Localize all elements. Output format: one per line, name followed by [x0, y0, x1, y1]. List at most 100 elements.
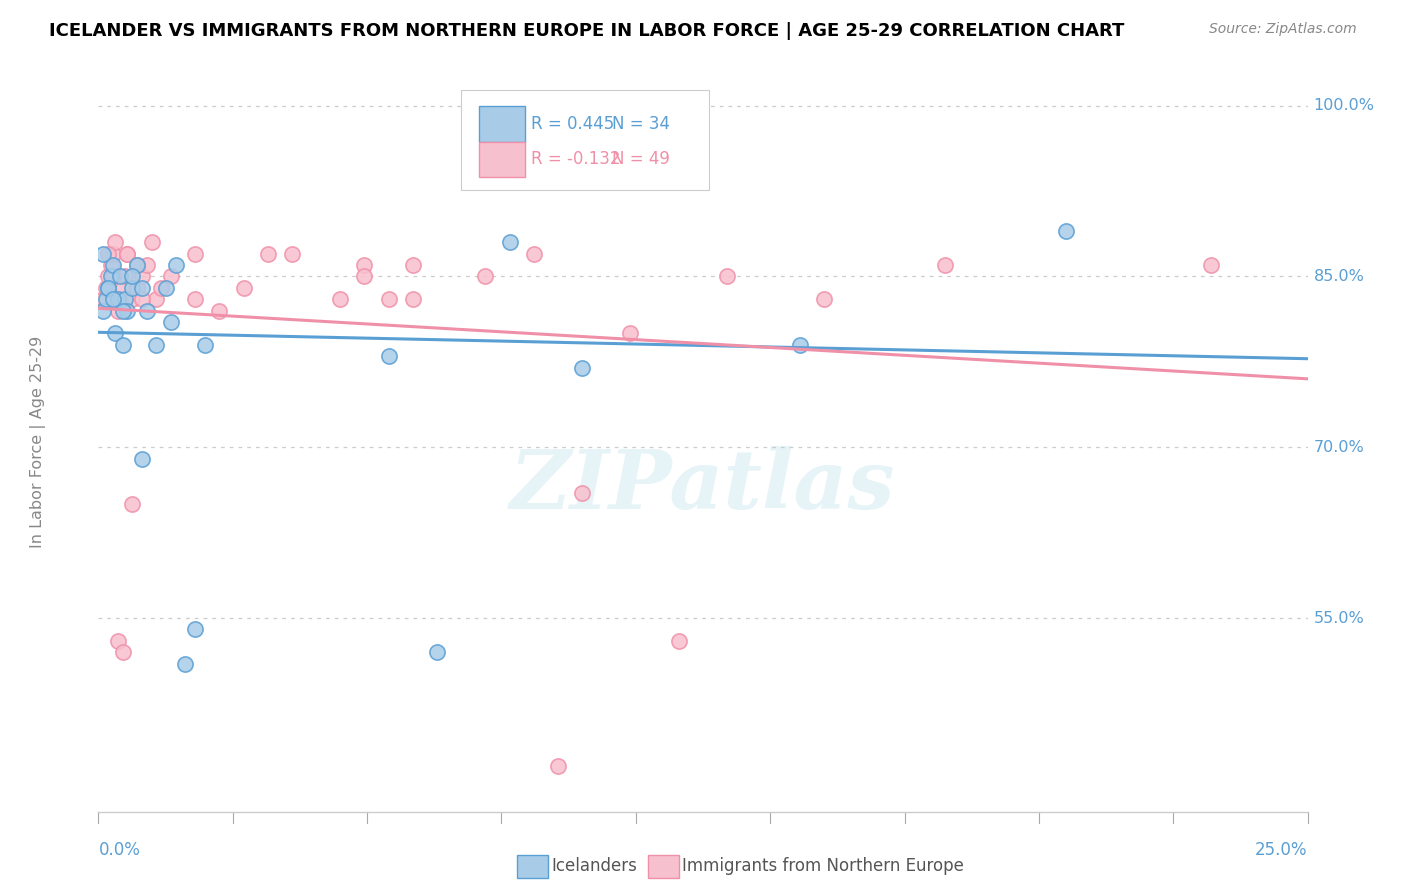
Text: 100.0%: 100.0%	[1313, 98, 1375, 113]
Point	[111, 281, 134, 295]
Point	[101, 258, 124, 272]
Text: R = -0.132: R = -0.132	[531, 151, 621, 169]
Text: Icelanders: Icelanders	[551, 857, 637, 875]
Point	[194, 337, 217, 351]
Point	[131, 451, 153, 466]
Point	[111, 645, 134, 659]
Point	[402, 292, 425, 306]
Point	[426, 645, 449, 659]
Point	[934, 258, 956, 272]
Point	[97, 281, 120, 295]
Point	[114, 269, 136, 284]
Point	[281, 246, 304, 260]
Point	[100, 269, 122, 284]
Text: Immigrants from Northern Europe: Immigrants from Northern Europe	[682, 857, 963, 875]
FancyBboxPatch shape	[461, 90, 709, 190]
Point	[377, 292, 399, 306]
Point	[353, 269, 375, 284]
Point	[121, 269, 143, 284]
Point	[127, 258, 149, 272]
Point	[121, 497, 143, 511]
Point	[131, 269, 153, 284]
Point	[101, 269, 124, 284]
Point	[329, 292, 352, 306]
Point	[402, 258, 425, 272]
Point	[353, 258, 375, 272]
Point	[91, 303, 114, 318]
FancyBboxPatch shape	[479, 106, 526, 142]
Point	[127, 281, 149, 295]
Point	[107, 633, 129, 648]
Point	[101, 292, 124, 306]
Point	[184, 246, 207, 260]
Text: ICELANDER VS IMMIGRANTS FROM NORTHERN EUROPE IN LABOR FORCE | AGE 25-29 CORRELAT: ICELANDER VS IMMIGRANTS FROM NORTHERN EU…	[49, 22, 1125, 40]
Point	[150, 281, 173, 295]
Point	[174, 657, 197, 671]
Point	[108, 292, 131, 306]
FancyBboxPatch shape	[479, 142, 526, 178]
Point	[104, 326, 127, 341]
Text: In Labor Force | Age 25-29: In Labor Force | Age 25-29	[30, 335, 46, 548]
Point	[571, 485, 593, 500]
Point	[107, 292, 129, 306]
Point	[127, 258, 149, 272]
Point	[789, 337, 811, 351]
Point	[111, 303, 134, 318]
Point	[1054, 224, 1077, 238]
Point	[523, 246, 546, 260]
Point	[474, 269, 496, 284]
Point	[668, 633, 690, 648]
Point	[97, 281, 120, 295]
Point	[97, 269, 120, 284]
Point	[114, 292, 136, 306]
Point	[716, 269, 738, 284]
Point	[208, 303, 231, 318]
Point	[94, 292, 117, 306]
Text: 0.0%: 0.0%	[98, 841, 141, 859]
Point	[571, 360, 593, 375]
Point	[165, 258, 187, 272]
Text: N = 34: N = 34	[613, 115, 671, 133]
Point	[94, 281, 117, 295]
Point	[131, 281, 153, 295]
Point	[121, 281, 143, 295]
Point	[91, 292, 114, 306]
Text: R = 0.445: R = 0.445	[531, 115, 614, 133]
Point	[135, 258, 157, 272]
Text: ZIPatlas: ZIPatlas	[510, 446, 896, 526]
Point	[145, 292, 167, 306]
Text: 55.0%: 55.0%	[1313, 611, 1364, 625]
Point	[97, 246, 120, 260]
Text: N = 49: N = 49	[613, 151, 671, 169]
Point	[117, 246, 139, 260]
Point	[498, 235, 520, 250]
Point	[91, 246, 114, 260]
Point	[100, 258, 122, 272]
Point	[117, 246, 139, 260]
Point	[1199, 258, 1222, 272]
Point	[256, 246, 278, 260]
Point	[377, 349, 399, 363]
Point	[184, 292, 207, 306]
Point	[108, 269, 131, 284]
Point	[121, 292, 143, 306]
Point	[117, 303, 139, 318]
Point	[131, 292, 153, 306]
Point	[160, 269, 183, 284]
Point	[813, 292, 835, 306]
Point	[619, 326, 641, 341]
Text: Source: ZipAtlas.com: Source: ZipAtlas.com	[1209, 22, 1357, 37]
Point	[547, 759, 569, 773]
Point	[155, 281, 177, 295]
Point	[101, 246, 124, 260]
Point	[184, 623, 207, 637]
Text: 70.0%: 70.0%	[1313, 440, 1364, 455]
Point	[111, 337, 134, 351]
Point	[135, 303, 157, 318]
Point	[107, 303, 129, 318]
Point	[104, 235, 127, 250]
Text: 85.0%: 85.0%	[1313, 268, 1364, 284]
Point	[141, 235, 163, 250]
Point	[145, 337, 167, 351]
Point	[232, 281, 254, 295]
